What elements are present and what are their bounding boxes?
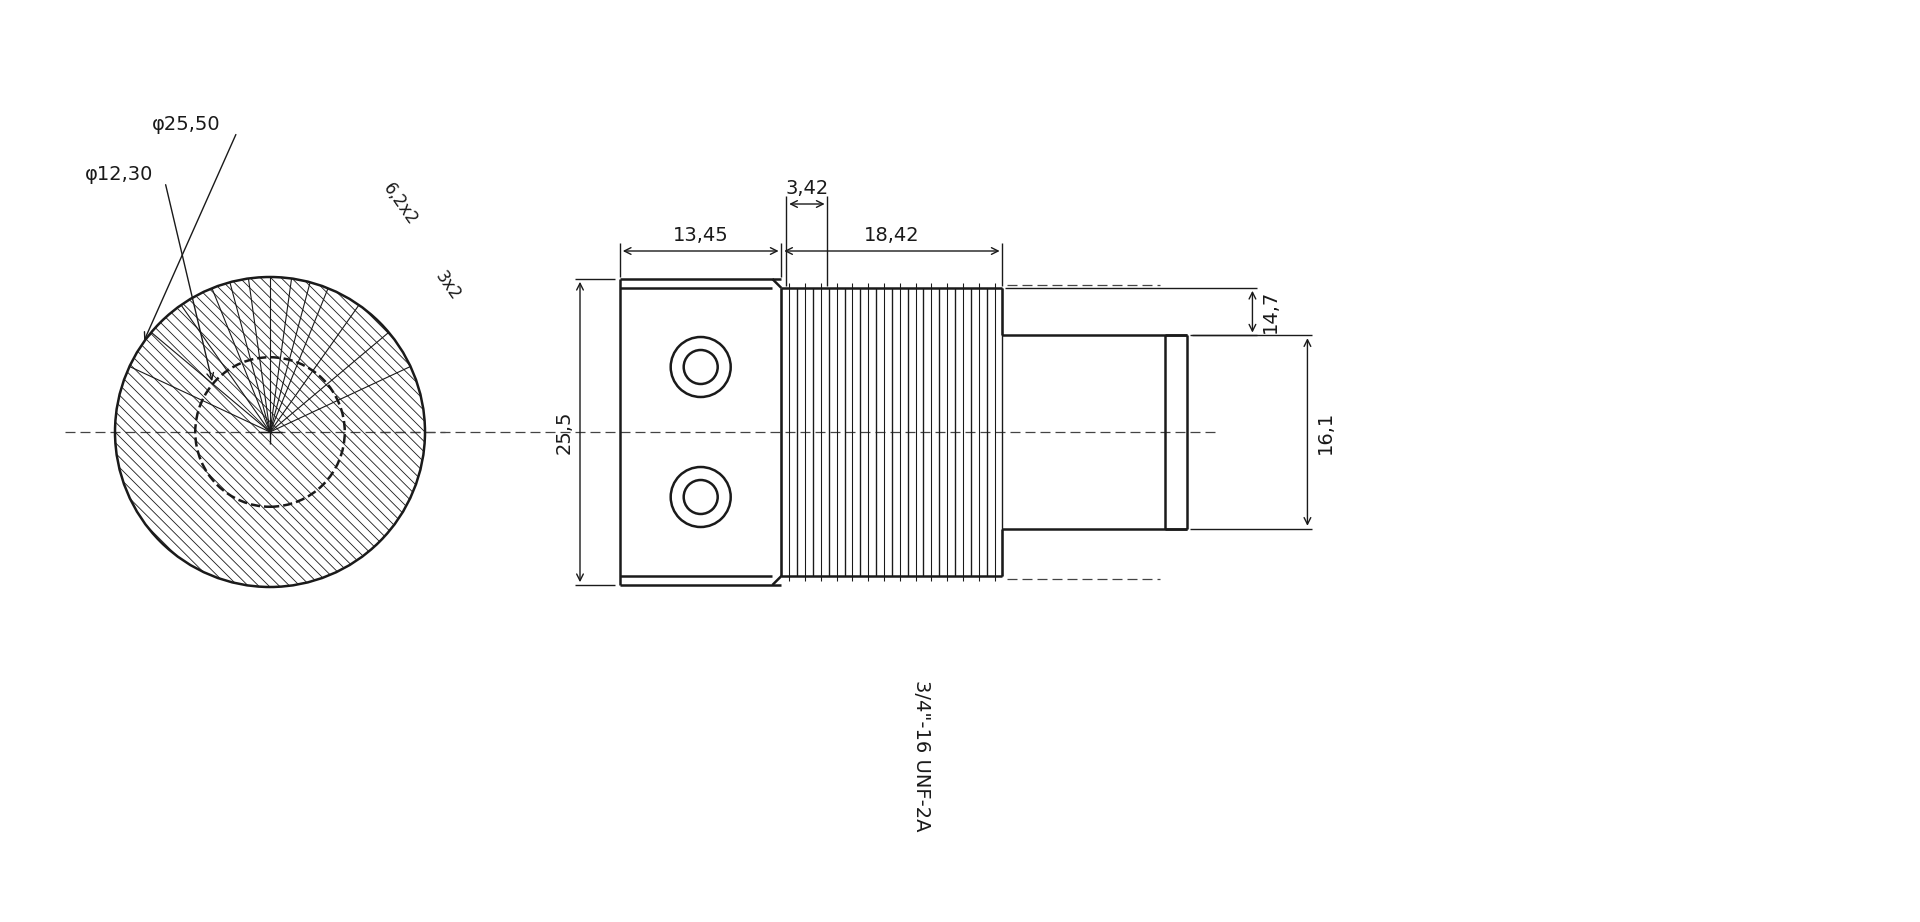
Text: 3,42: 3,42	[785, 179, 829, 198]
Text: 13,45: 13,45	[672, 226, 728, 245]
Text: 6,2x2: 6,2x2	[378, 180, 420, 229]
Text: 25,5: 25,5	[555, 410, 574, 454]
Text: 16,1: 16,1	[1315, 410, 1334, 454]
Text: 18,42: 18,42	[864, 226, 920, 245]
Text: 3x2: 3x2	[432, 268, 465, 304]
Text: φ25,50: φ25,50	[152, 115, 221, 134]
Text: 3/4"-16 UNF-2A: 3/4"-16 UNF-2A	[912, 680, 931, 832]
Text: 14,7: 14,7	[1260, 290, 1279, 334]
Text: φ12,30: φ12,30	[84, 165, 154, 184]
